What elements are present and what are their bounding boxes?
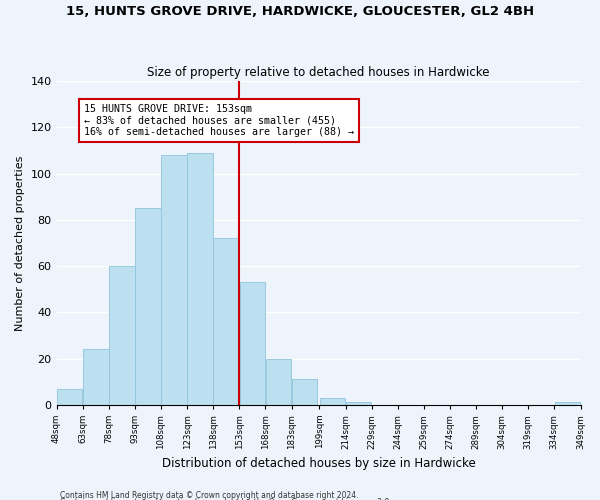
Bar — [554, 402, 580, 405]
X-axis label: Distribution of detached houses by size in Hardwicke: Distribution of detached houses by size … — [161, 457, 475, 470]
Bar — [266, 358, 291, 405]
Bar — [109, 266, 134, 405]
Bar — [135, 208, 161, 405]
Text: Contains public sector information licensed under the Open Government Licence v3: Contains public sector information licen… — [60, 498, 392, 500]
Bar — [320, 398, 345, 405]
Bar — [239, 282, 265, 405]
Text: Contains HM Land Registry data © Crown copyright and database right 2024.: Contains HM Land Registry data © Crown c… — [60, 490, 359, 500]
Bar — [292, 380, 317, 405]
Bar — [346, 402, 371, 405]
Bar — [187, 152, 213, 405]
Title: Size of property relative to detached houses in Hardwicke: Size of property relative to detached ho… — [147, 66, 490, 78]
Bar — [83, 350, 109, 405]
Bar — [214, 238, 239, 405]
Y-axis label: Number of detached properties: Number of detached properties — [15, 155, 25, 330]
Bar — [57, 388, 82, 405]
Text: 15, HUNTS GROVE DRIVE, HARDWICKE, GLOUCESTER, GL2 4BH: 15, HUNTS GROVE DRIVE, HARDWICKE, GLOUCE… — [66, 5, 534, 18]
Text: 15 HUNTS GROVE DRIVE: 153sqm
← 83% of detached houses are smaller (455)
16% of s: 15 HUNTS GROVE DRIVE: 153sqm ← 83% of de… — [83, 104, 353, 138]
Bar — [161, 155, 187, 405]
